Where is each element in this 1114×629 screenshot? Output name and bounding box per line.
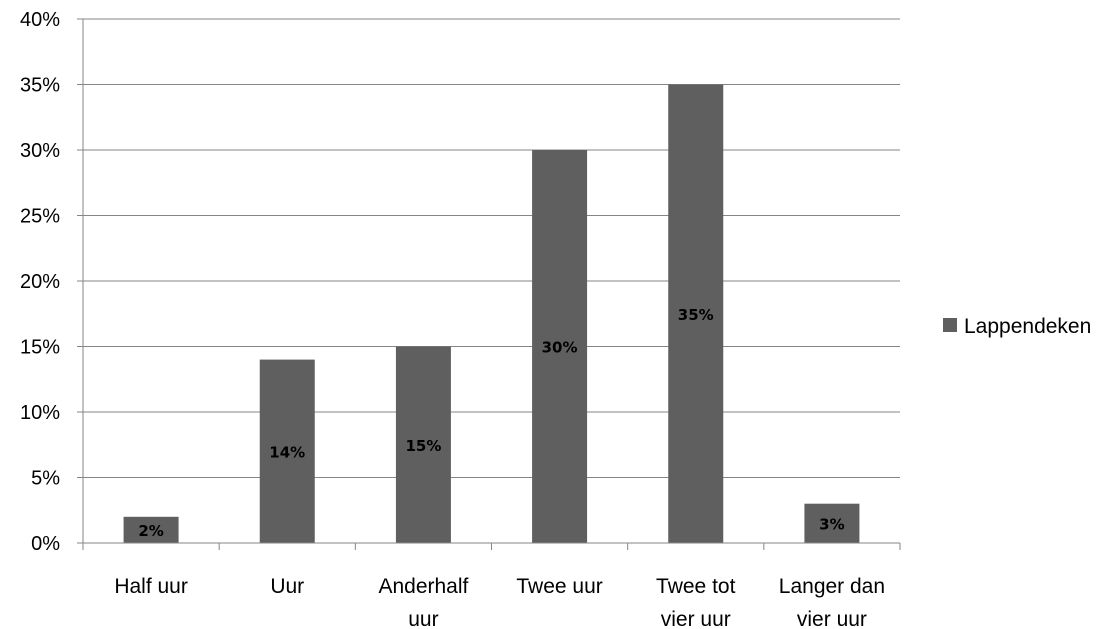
gridlines — [77, 18, 900, 544]
y-axis-tick-labels: 0% 5% 10% 15% 20% 25% 30% 35% 40% — [20, 9, 60, 555]
y-tick-label: 0% — [31, 533, 60, 555]
y-tick-label: 5% — [31, 468, 60, 490]
bar — [395, 346, 451, 543]
axes — [82, 19, 901, 550]
legend: Lappendeken — [943, 315, 1091, 338]
bar — [804, 503, 860, 543]
x-category-label-line: Twee tot — [656, 575, 736, 598]
y-tick-label: 15% — [20, 337, 60, 359]
data-label: 3% — [819, 515, 844, 533]
y-tick-label: 30% — [20, 140, 60, 162]
x-category-label: Anderhalf uur — [378, 575, 468, 629]
data-labels: 2% 14% 15% 30% 35% 3% — [138, 306, 844, 540]
x-category-label-line: uur — [408, 608, 438, 629]
x-category-label-line: Uur — [270, 575, 304, 598]
legend-swatch — [943, 318, 957, 332]
legend-label: Lappendeken — [964, 315, 1091, 338]
x-category-label: Uur — [270, 575, 304, 598]
data-label: 14% — [269, 443, 305, 461]
y-tick-label: 35% — [20, 75, 60, 97]
y-tick-label: 25% — [20, 206, 60, 228]
x-category-label-line: vier uur — [661, 608, 731, 629]
bar — [668, 84, 724, 543]
bar — [532, 150, 588, 543]
x-category-label: Half uur — [114, 575, 188, 598]
y-tick-label: 20% — [20, 271, 60, 293]
data-label: 2% — [138, 522, 163, 540]
x-category-label: Langer dan vier uur — [779, 575, 885, 629]
data-label: 35% — [678, 306, 714, 324]
x-category-label-line: Half uur — [114, 575, 188, 598]
x-category-label-line: Twee uur — [516, 575, 602, 598]
data-label: 15% — [405, 437, 441, 455]
y-tick-label: 10% — [20, 402, 60, 424]
data-label: 30% — [542, 339, 578, 357]
x-axis-category-labels: Half uur Uur Anderhalf uur Twee uur Twee tot v… — [114, 575, 885, 629]
y-tick-label: 40% — [20, 9, 60, 31]
x-category-label: Twee uur — [516, 575, 602, 598]
x-category-label-line: Anderhalf — [378, 575, 468, 598]
bars — [123, 84, 860, 543]
bar — [123, 516, 179, 543]
x-category-label: Twee tot vier uur — [656, 575, 736, 629]
bar — [259, 359, 315, 543]
x-category-label-line: Langer dan — [779, 575, 885, 598]
x-category-label-line: vier uur — [797, 608, 867, 629]
